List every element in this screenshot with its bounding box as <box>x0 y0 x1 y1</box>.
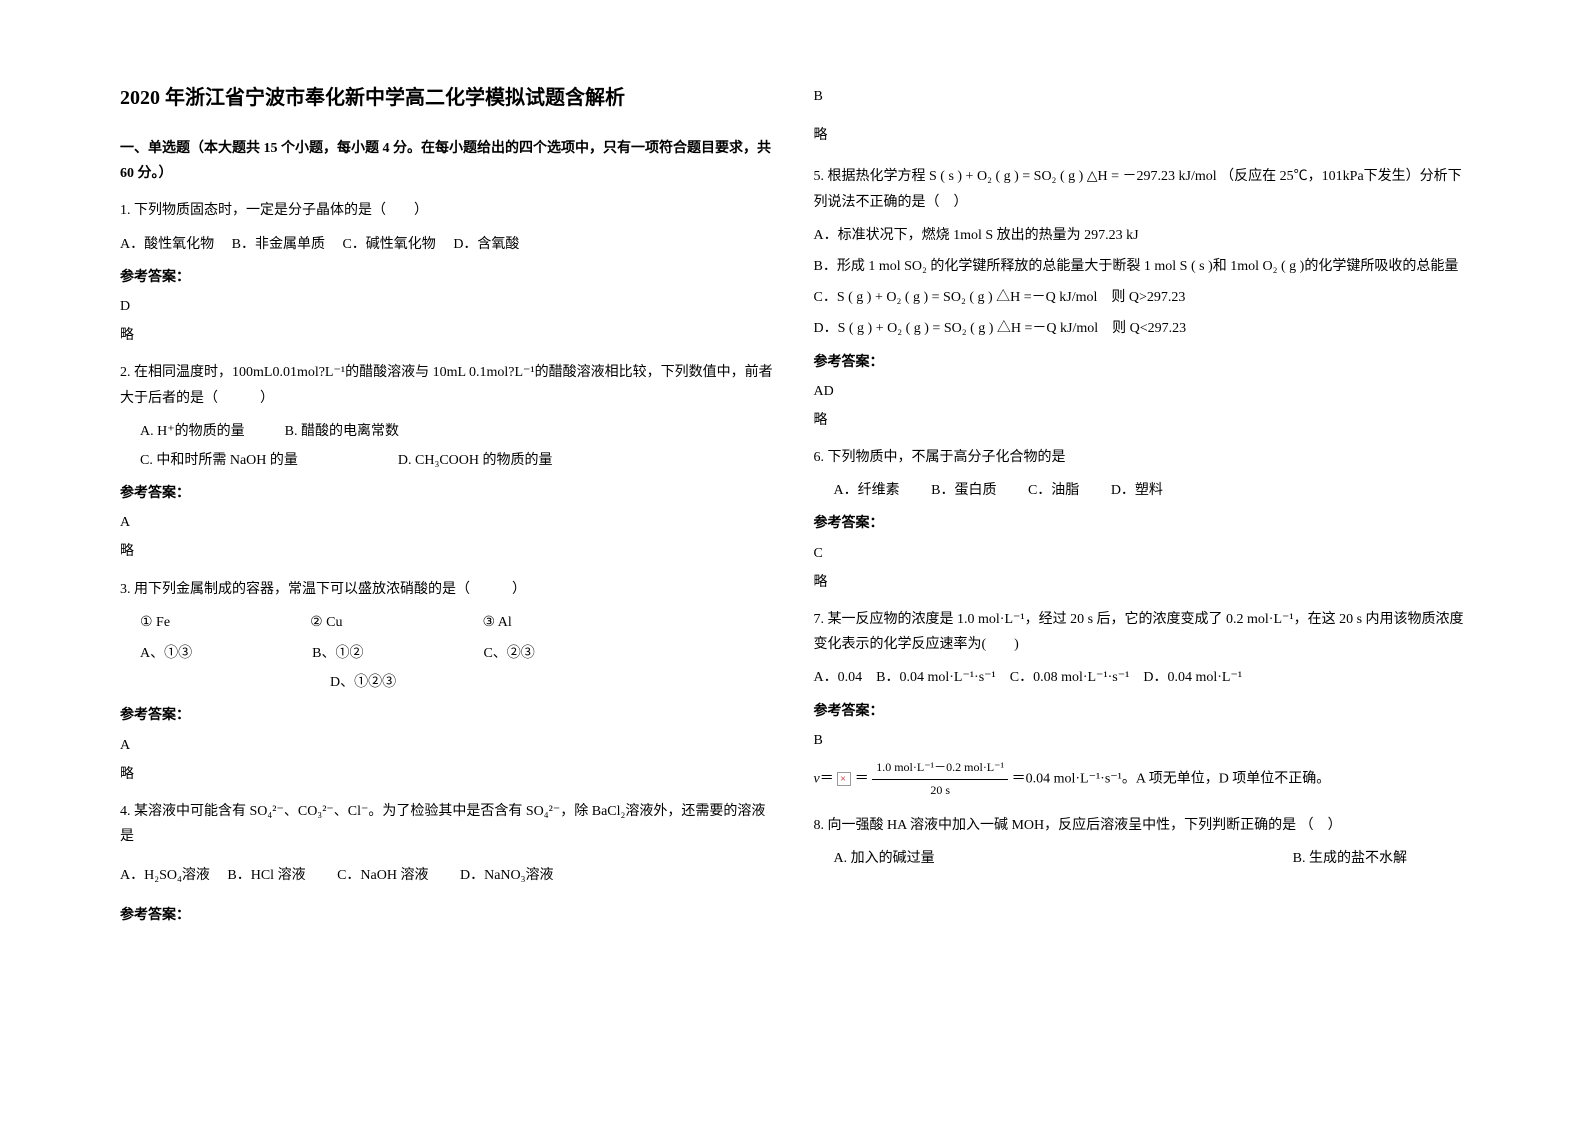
q3-roman-3: ③ Al <box>482 610 511 635</box>
q3-roman-1: ① Fe <box>140 610 170 635</box>
q2-opt-b: B. 醋酸的电离常数 <box>285 419 399 444</box>
question-4-options: A．H₂SO₄溶液 B．HCl 溶液 C．NaOH 溶液 D．NaNO₃溶液 <box>120 863 774 888</box>
q5-opt-c: C．S ( g ) + O₂ ( g ) = SO₂ ( g ) △H =－Q … <box>814 285 1468 310</box>
q2-explanation: 略 <box>120 539 774 564</box>
q1-answer: D <box>120 294 774 319</box>
q6-opt-d: D．塑料 <box>1111 483 1163 498</box>
q7-explanation: v＝ ＝ 1.0 mol·L⁻¹－0.2 mol·L⁻¹ 20 s ＝0.04 … <box>814 757 1468 801</box>
q6-answer: C <box>814 541 1468 566</box>
question-2-options: A. H⁺的物质的量 B. 醋酸的电离常数 C. 中和时所需 NaOH 的量 D… <box>120 419 774 473</box>
q4-opt-c: C．NaOH 溶液 <box>337 868 428 883</box>
q4-opt-d: D．NaNO₃溶液 <box>460 868 554 883</box>
question-8-options: A. 加入的碱过量 B. 生成的盐不水解 <box>814 846 1468 871</box>
q5-opt-a: A．标准状况下，燃烧 1mol S 放出的热量为 297.23 kJ <box>814 223 1468 248</box>
q2-answer-label: 参考答案： <box>120 481 774 506</box>
question-1: 1. 下列物质固态时，一定是分子晶体的是（ ） <box>120 198 774 223</box>
q5-explanation: 略 <box>814 408 1468 433</box>
q2-opt-a: A. H⁺的物质的量 <box>140 419 245 444</box>
q1-answer-label: 参考答案： <box>120 265 774 290</box>
question-8: 8. 向一强酸 HA 溶液中加入一碱 MOH，反应后溶液呈中性，下列判断正确的是… <box>814 813 1468 838</box>
question-2: 2. 在相同温度时，100mL0.01mol?L⁻¹的醋酸溶液与 10mL 0.… <box>120 360 774 410</box>
question-5: 5. 根据热化学方程 S ( s ) + O₂ ( g ) = SO₂ ( g … <box>814 164 1468 214</box>
broken-image-icon <box>837 772 851 786</box>
q5-answer: AD <box>814 379 1468 404</box>
q8-opt-b: B. 生成的盐不水解 <box>1293 846 1407 871</box>
q7-answer-label: 参考答案： <box>814 699 1468 724</box>
question-3-roman: ① Fe ② Cu ③ Al <box>120 610 774 635</box>
q3-explanation: 略 <box>120 762 774 787</box>
question-5-options: A．标准状况下，燃烧 1mol S 放出的热量为 297.23 kJ B．形成 … <box>814 223 1468 342</box>
q7-answer: B <box>814 728 1468 753</box>
q2-opt-d: D. CH₃COOH 的物质的量 <box>398 448 553 473</box>
q6-opt-a: A．纤维素 <box>834 483 900 498</box>
q4-answer-label: 参考答案： <box>120 903 774 928</box>
question-3-options: A、①③ B、①② C、②③ D、①②③ <box>120 641 774 695</box>
left-column: 2020 年浙江省宁波市奉化新中学高二化学模拟试题含解析 一、单选题（本大题共 … <box>100 80 794 1082</box>
q6-explanation: 略 <box>814 570 1468 595</box>
q1-opt-b: B．非金属单质 <box>232 237 325 252</box>
question-7-options: A．0.04 B．0.04 mol·L⁻¹·s⁻¹ C．0.08 mol·L⁻¹… <box>814 665 1468 690</box>
q3-opt-b: B、①② <box>312 641 363 666</box>
q4-answer: B <box>814 84 1468 109</box>
question-3: 3. 用下列金属制成的容器，常温下可以盛放浓硝酸的是（ ） <box>120 577 774 602</box>
fraction: 1.0 mol·L⁻¹－0.2 mol·L⁻¹ 20 s <box>872 757 1008 801</box>
q3-answer: A <box>120 733 774 758</box>
q3-opt-c: C、②③ <box>483 641 534 666</box>
q3-opt-a: A、①③ <box>140 641 192 666</box>
q3-opt-d: D、①②③ <box>330 670 396 695</box>
question-1-options: A．酸性氧化物 B．非金属单质 C．碱性氧化物 D．含氧酸 <box>120 232 774 257</box>
q6-opt-c: C．油脂 <box>1028 483 1079 498</box>
q6-opt-b: B．蛋白质 <box>931 483 996 498</box>
fraction-numerator: 1.0 mol·L⁻¹－0.2 mol·L⁻¹ <box>872 757 1008 780</box>
q3-roman-2: ② Cu <box>310 610 342 635</box>
q1-opt-a: A．酸性氧化物 <box>120 237 214 252</box>
question-6-options: A．纤维素 B．蛋白质 C．油脂 D．塑料 <box>814 478 1468 503</box>
q7-exp-tail: ＝0.04 mol·L⁻¹·s⁻¹。A 项无单位，D 项单位不正确。 <box>1012 771 1331 786</box>
question-4: 4. 某溶液中可能含有 SO₄²⁻、CO₃²⁻、Cl⁻。为了检验其中是否含有 S… <box>120 799 774 849</box>
q5-answer-label: 参考答案： <box>814 350 1468 375</box>
q3-answer-label: 参考答案： <box>120 703 774 728</box>
q4-explanation: 略 <box>814 123 1468 148</box>
q4-opt-a: A．H₂SO₄溶液 <box>120 868 210 883</box>
q6-answer-label: 参考答案： <box>814 511 1468 536</box>
q5-opt-b: B．形成 1 mol SO₂ 的化学键所释放的总能量大于断裂 1 mol S (… <box>814 254 1468 279</box>
right-column: B 略 5. 根据热化学方程 S ( s ) + O₂ ( g ) = SO₂ … <box>794 80 1488 1082</box>
q1-explanation: 略 <box>120 323 774 348</box>
document-title: 2020 年浙江省宁波市奉化新中学高二化学模拟试题含解析 <box>120 80 774 116</box>
q2-answer: A <box>120 510 774 535</box>
question-6: 6. 下列物质中，不属于高分子化合物的是 <box>814 445 1468 470</box>
q4-opt-b: B．HCl 溶液 <box>227 868 305 883</box>
q1-opt-d: D．含氧酸 <box>453 237 519 252</box>
q5-opt-d: D．S ( g ) + O₂ ( g ) = SO₂ ( g ) △H =－Q … <box>814 316 1468 341</box>
q1-opt-c: C．碱性氧化物 <box>342 237 435 252</box>
section-1-header: 一、单选题（本大题共 15 个小题，每小题 4 分。在每小题给出的四个选项中，只… <box>120 136 774 186</box>
question-7: 7. 某一反应物的浓度是 1.0 mol·L⁻¹，经过 20 s 后，它的浓度变… <box>814 607 1468 657</box>
fraction-denominator: 20 s <box>872 780 1008 802</box>
q2-opt-c: C. 中和时所需 NaOH 的量 <box>140 448 298 473</box>
q8-opt-a: A. 加入的碱过量 <box>834 846 935 871</box>
